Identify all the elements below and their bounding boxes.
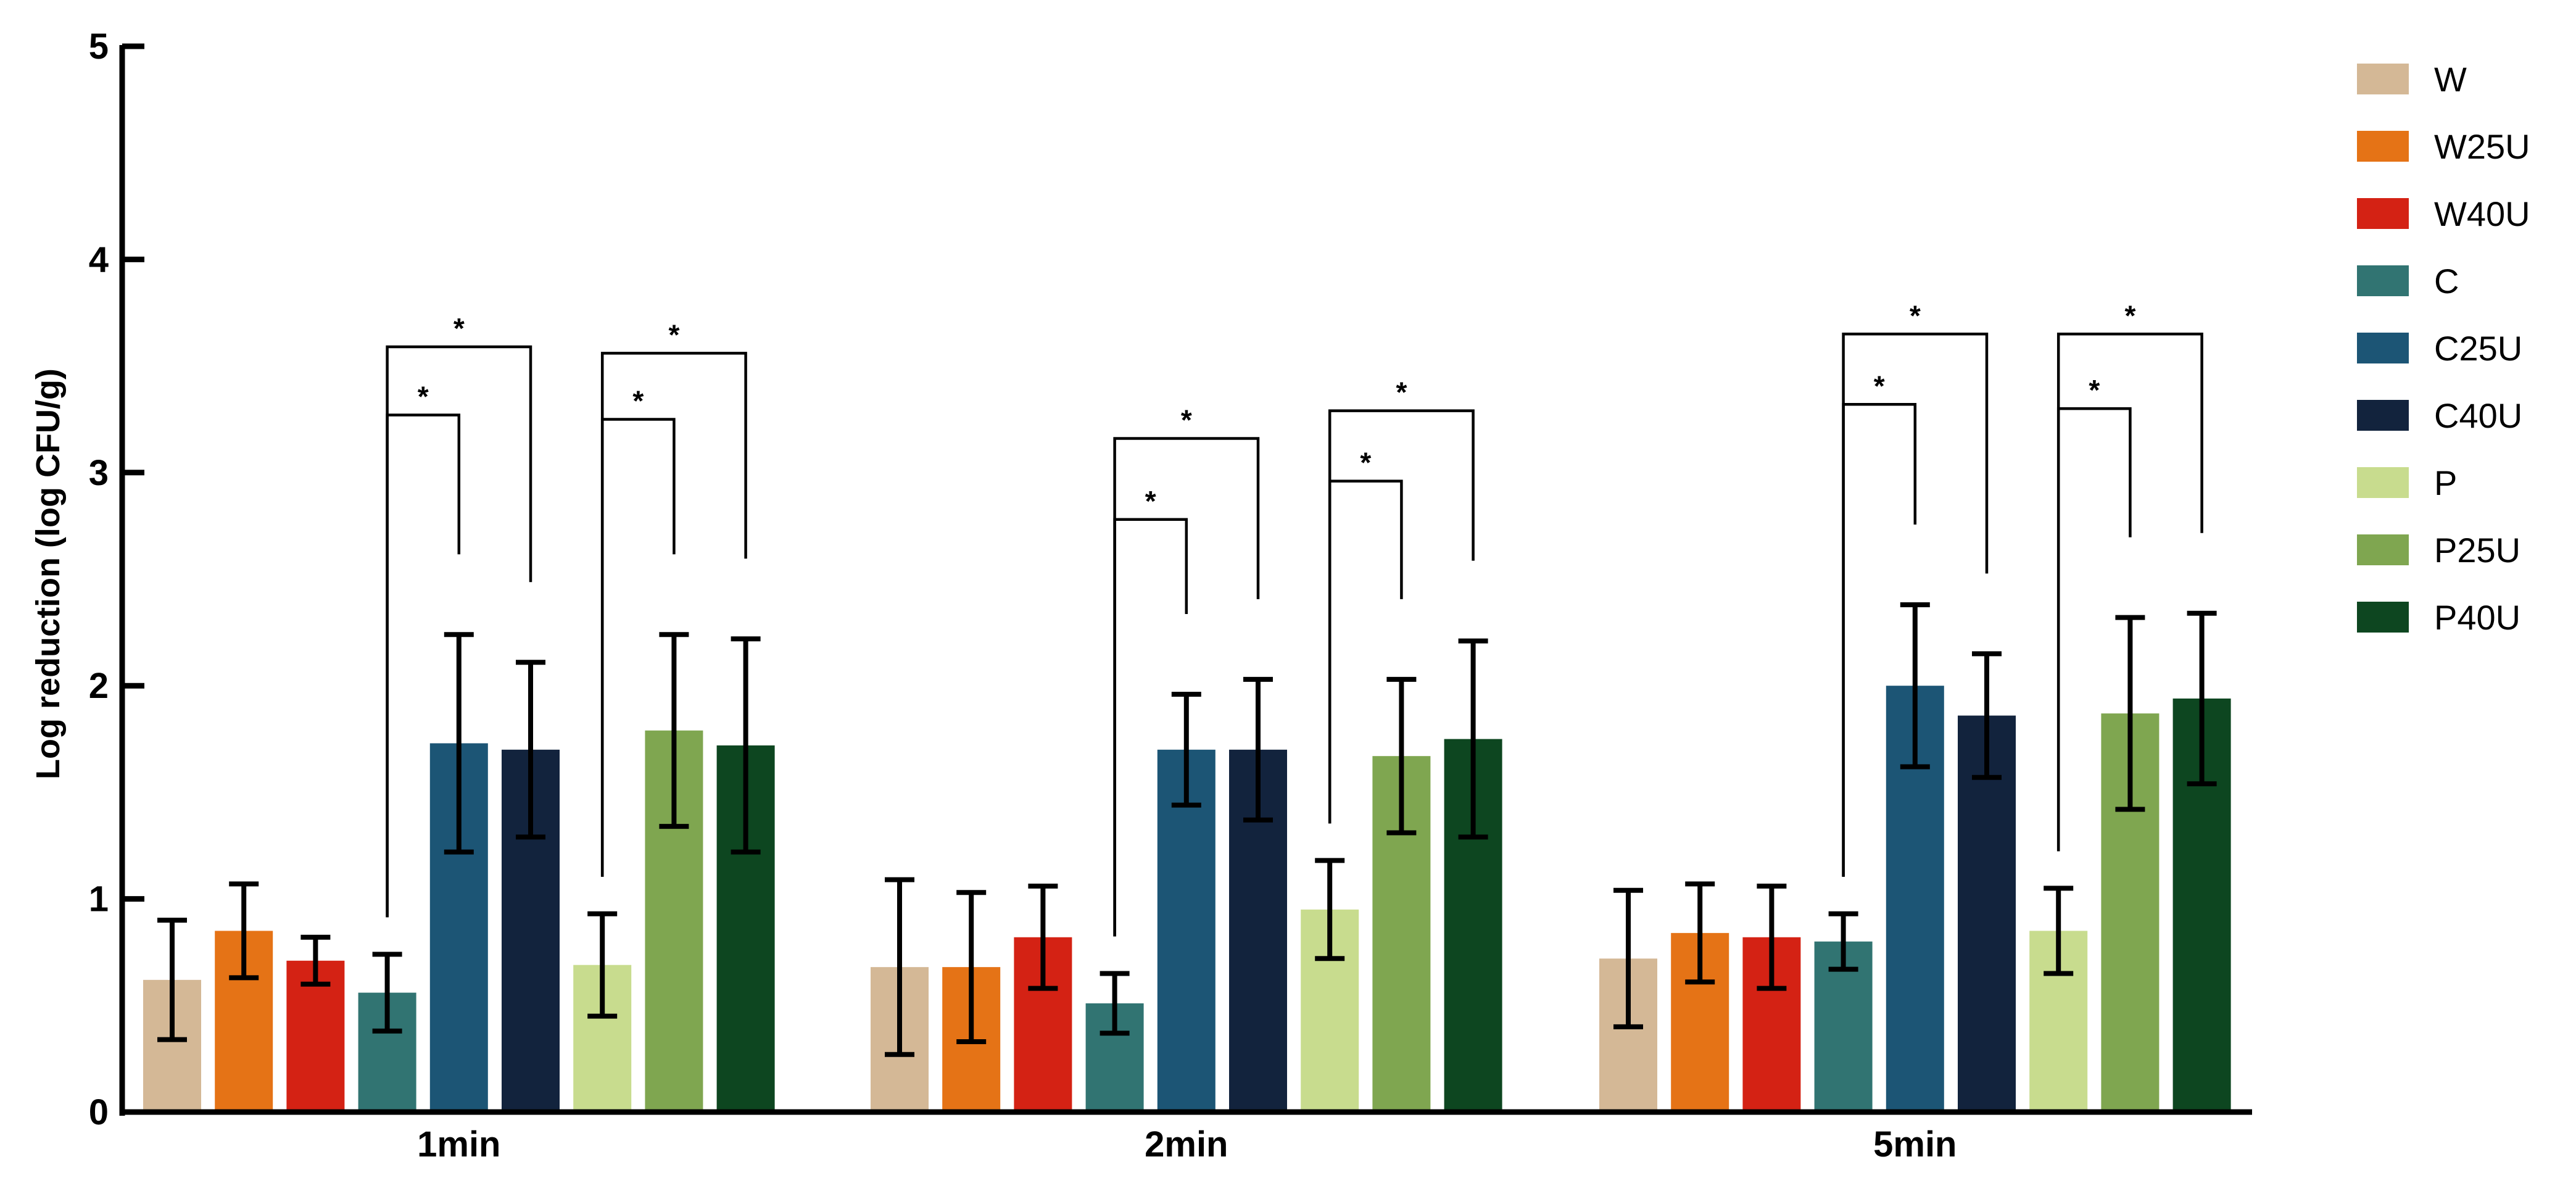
y-tick-label: 4 [89, 239, 109, 280]
error-bar-p25u-2min [1386, 676, 1417, 836]
error-bar-c-1min [372, 952, 402, 1034]
y-tick-label: 5 [89, 27, 109, 67]
legend-item-c: C [2357, 262, 2459, 301]
legend-label: C25U [2434, 329, 2522, 368]
x-tick-label-2min: 2min [1145, 1124, 1228, 1164]
sig-bracket-1min-c-c40u: * [386, 312, 532, 918]
legend-swatch [2357, 602, 2409, 633]
significance-star: * [2089, 374, 2100, 406]
error-bar-p40u-5min [2187, 610, 2217, 787]
significance-star: * [1360, 447, 1371, 479]
legend-swatch [2357, 467, 2409, 498]
y-tick-label: 1 [89, 879, 109, 919]
legend-label: W25U [2434, 127, 2530, 166]
error-bar-w25u-2min [956, 890, 987, 1045]
significance-star: * [668, 318, 679, 351]
error-bar-w-1min [157, 918, 187, 1042]
error-bar-c25u-1min [444, 632, 474, 855]
legend-label: C40U [2434, 396, 2522, 435]
error-bar-p-5min [2044, 886, 2074, 976]
error-bar-w-2min [885, 877, 914, 1057]
error-bar-w25u-5min [1685, 881, 1715, 985]
error-bar-p-2min [1315, 858, 1345, 961]
error-bar-c40u-5min [1972, 651, 2002, 780]
legend-label: W [2434, 60, 2467, 99]
error-bar-p-1min [587, 911, 618, 1019]
y-axis: 0 1 2 3 4 5 [89, 27, 144, 1132]
legend-item-w25u: W25U [2357, 127, 2530, 166]
legend-swatch [2357, 333, 2409, 363]
legend-item-p: P [2357, 463, 2457, 502]
sig-bracket-5min-p-p40u: * [2056, 299, 2203, 852]
error-bar-p25u-1min [659, 632, 689, 829]
legend-swatch [2357, 64, 2409, 94]
legend-label: P [2434, 463, 2457, 502]
error-bar-c40u-2min [1243, 676, 1273, 823]
significance-star: * [1181, 404, 1192, 436]
error-bar-w-5min [1613, 887, 1643, 1029]
significance-star: * [1145, 485, 1156, 517]
legend-label: P40U [2434, 598, 2520, 637]
sig-bracket-2min-c-c40u: * [1113, 404, 1260, 937]
significance-star: * [418, 381, 429, 413]
legend-swatch [2357, 400, 2409, 431]
sig-bracket-5min-c-c40u: * [1842, 299, 1989, 877]
error-bar-c-2min [1100, 971, 1130, 1036]
error-bar-p40u-2min [1458, 638, 1488, 840]
significance-star: * [453, 312, 465, 344]
significance-star: * [2124, 299, 2135, 331]
significance-brackets: * * * * * * * * * * * * [386, 299, 2203, 937]
y-tick-label: 3 [89, 453, 109, 493]
legend-swatch [2357, 198, 2409, 229]
bar-c40u-5min [1958, 715, 2016, 1112]
x-tick-label-1min: 1min [417, 1124, 500, 1164]
y-tick-label: 0 [89, 1092, 109, 1132]
legend-swatch [2357, 131, 2409, 162]
legend-item-p25u: P25U [2357, 531, 2520, 570]
sig-bracket-2min-p-p40u: * [1328, 376, 1475, 824]
significance-star: * [1874, 370, 1885, 402]
legend-item-w40u: W40U [2357, 194, 2530, 233]
legend-label: W40U [2434, 194, 2530, 233]
error-bar-w40u-5min [1757, 883, 1787, 991]
error-bar-w25u-1min [229, 881, 259, 981]
error-bar-c25u-2min [1171, 692, 1201, 808]
legend-item-w: W [2357, 60, 2467, 99]
error-bar-w40u-1min [300, 934, 331, 987]
y-tick-label: 2 [89, 666, 109, 706]
error-bar-c25u-5min [1900, 602, 1930, 770]
significance-star: * [632, 384, 644, 417]
legend-item-p40u: P40U [2357, 598, 2520, 637]
error-bars [157, 602, 2217, 1057]
x-axis: 1min 2min 5min [120, 1109, 2252, 1164]
legend-item-c40u: C40U [2357, 396, 2522, 435]
y-axis-label: Log reduction (log CFU/g) [30, 368, 67, 779]
legend-item-c25u: C25U [2357, 329, 2522, 368]
bar-c25u-2min [1157, 749, 1216, 1112]
sig-bracket-1min-p-p40u: * [600, 318, 747, 877]
error-bar-c-5min [1828, 911, 1858, 972]
legend-swatch [2357, 265, 2409, 296]
significance-star: * [1396, 376, 1407, 409]
significance-star: * [1910, 299, 1921, 331]
error-bar-p40u-1min [731, 636, 761, 855]
legend-label: C [2434, 262, 2459, 301]
legend-swatch [2357, 534, 2409, 565]
x-tick-label-5min: 5min [1873, 1124, 1957, 1164]
legend: W W25U W40U C C25U C40U P P25U P40U [2357, 60, 2530, 637]
error-bar-p25u-5min [2115, 615, 2145, 812]
error-bar-c40u-1min [516, 660, 545, 840]
legend-label: P25U [2434, 531, 2520, 570]
error-bar-w40u-2min [1028, 883, 1058, 991]
